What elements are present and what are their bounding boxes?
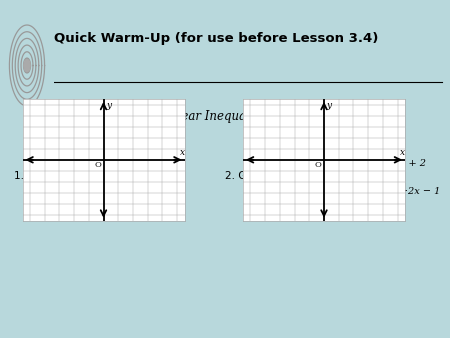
Text: y < −x + 1.: y < −x + 1. (61, 171, 122, 180)
Text: 2. Graph the system.: 2. Graph the system. (225, 171, 335, 181)
Circle shape (24, 59, 30, 72)
Text: {: { (367, 167, 382, 190)
Text: y: y (106, 101, 111, 110)
Text: x: x (180, 148, 185, 157)
Text: x: x (400, 148, 405, 157)
Text: Systems of Linear Inequalities: Systems of Linear Inequalities (90, 110, 275, 122)
Text: y = x + 2: y = x + 2 (380, 159, 426, 168)
Text: y: y (327, 101, 332, 110)
Text: y = −2x − 1: y = −2x − 1 (380, 187, 441, 196)
Text: 1. Graph: 1. Graph (14, 171, 62, 181)
Text: O: O (94, 162, 101, 169)
Text: Quick Warm-Up (for use before Lesson 3.4): Quick Warm-Up (for use before Lesson 3.4… (54, 32, 378, 45)
Text: 3.4: 3.4 (54, 99, 88, 117)
Text: O: O (315, 162, 322, 169)
